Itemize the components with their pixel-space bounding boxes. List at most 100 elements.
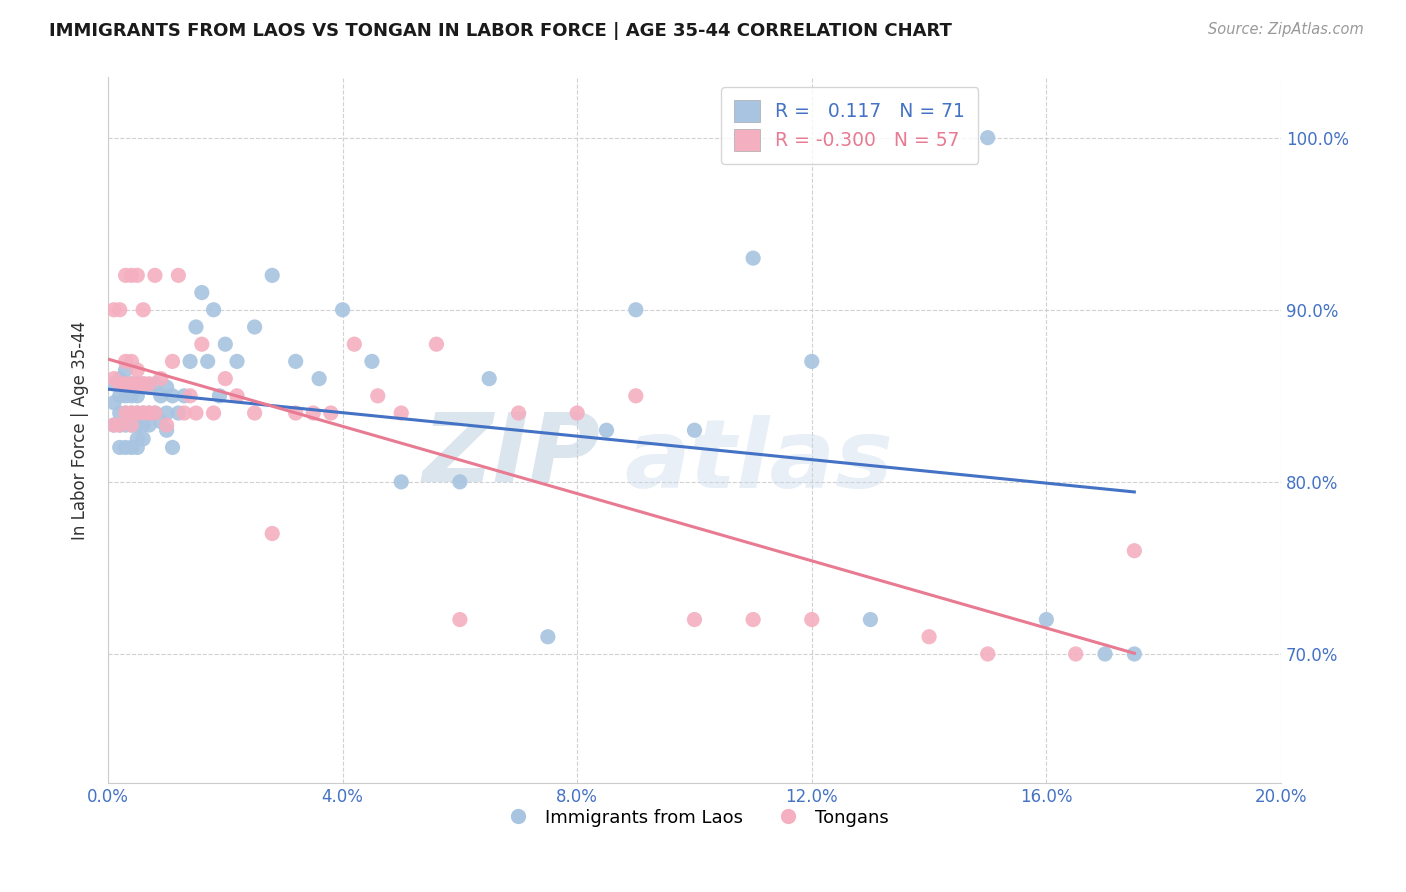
Point (1094, 647, 1116, 661)
Point (977, 647, 1000, 661)
Point (683, 423, 706, 437)
Point (114, 363, 136, 377)
Point (284, 354, 307, 368)
Point (103, 371, 125, 385)
Point (120, 376, 142, 391)
Point (162, 441, 184, 455)
Point (127, 432, 149, 446)
Point (243, 320, 266, 334)
Point (1064, 647, 1087, 661)
Point (120, 268, 142, 283)
Text: atlas: atlas (624, 416, 893, 508)
Point (132, 376, 155, 391)
Point (156, 380, 179, 394)
Point (108, 418, 131, 433)
Point (284, 406, 307, 420)
Point (537, 630, 560, 644)
Point (202, 302, 225, 317)
Point (132, 406, 155, 420)
Point (114, 268, 136, 283)
Point (108, 406, 131, 420)
Y-axis label: In Labor Force | Age 35-44: In Labor Force | Age 35-44 (72, 321, 89, 540)
Point (120, 406, 142, 420)
Point (184, 406, 207, 420)
Point (132, 432, 155, 446)
Point (127, 406, 149, 420)
Point (449, 613, 471, 627)
Point (173, 389, 195, 403)
Point (149, 371, 172, 385)
Point (226, 354, 249, 368)
Point (120, 418, 142, 433)
Point (567, 406, 589, 420)
Point (120, 406, 142, 420)
Point (143, 376, 166, 391)
Point (132, 302, 155, 317)
Point (859, 613, 882, 627)
Point (167, 406, 190, 420)
Point (108, 376, 131, 391)
Point (449, 475, 471, 489)
Point (343, 337, 366, 351)
Point (262, 526, 284, 541)
Text: Source: ZipAtlas.com: Source: ZipAtlas.com (1208, 22, 1364, 37)
Point (127, 406, 149, 420)
Point (800, 354, 823, 368)
Point (308, 371, 330, 385)
Point (127, 376, 149, 391)
Point (108, 389, 131, 403)
Point (108, 371, 131, 385)
Point (214, 371, 236, 385)
Point (149, 389, 172, 403)
Point (138, 418, 160, 433)
Point (143, 406, 166, 420)
Point (120, 389, 142, 403)
Point (478, 371, 501, 385)
Point (367, 389, 389, 403)
Point (120, 376, 142, 391)
Point (624, 302, 647, 317)
Point (742, 613, 765, 627)
Point (103, 376, 125, 391)
Point (389, 475, 412, 489)
Point (800, 613, 823, 627)
Point (103, 418, 125, 433)
Point (162, 354, 184, 368)
Point (114, 376, 136, 391)
Point (1035, 613, 1057, 627)
Point (179, 354, 201, 368)
Point (149, 415, 172, 429)
Point (262, 268, 284, 283)
Text: IMMIGRANTS FROM LAOS VS TONGAN IN LABOR FORCE | AGE 35-44 CORRELATION CHART: IMMIGRANTS FROM LAOS VS TONGAN IN LABOR … (49, 22, 952, 40)
Point (191, 337, 214, 351)
Point (127, 418, 149, 433)
Point (138, 406, 160, 420)
Point (202, 406, 225, 420)
Point (197, 354, 219, 368)
Point (683, 613, 706, 627)
Point (114, 406, 136, 420)
Text: ZIP: ZIP (423, 409, 600, 501)
Point (156, 406, 179, 420)
Point (114, 376, 136, 391)
Point (179, 389, 201, 403)
Point (108, 441, 131, 455)
Point (138, 406, 160, 420)
Point (138, 376, 160, 391)
Point (319, 406, 342, 420)
Point (143, 268, 166, 283)
Point (595, 423, 617, 437)
Point (977, 130, 1000, 145)
Point (127, 363, 149, 377)
Point (425, 337, 447, 351)
Point (1123, 543, 1146, 558)
Point (191, 285, 214, 300)
Point (742, 251, 765, 265)
Point (143, 406, 166, 420)
Point (103, 302, 125, 317)
Point (132, 376, 155, 391)
Point (918, 630, 941, 644)
Point (114, 389, 136, 403)
Point (243, 406, 266, 420)
Point (120, 441, 142, 455)
